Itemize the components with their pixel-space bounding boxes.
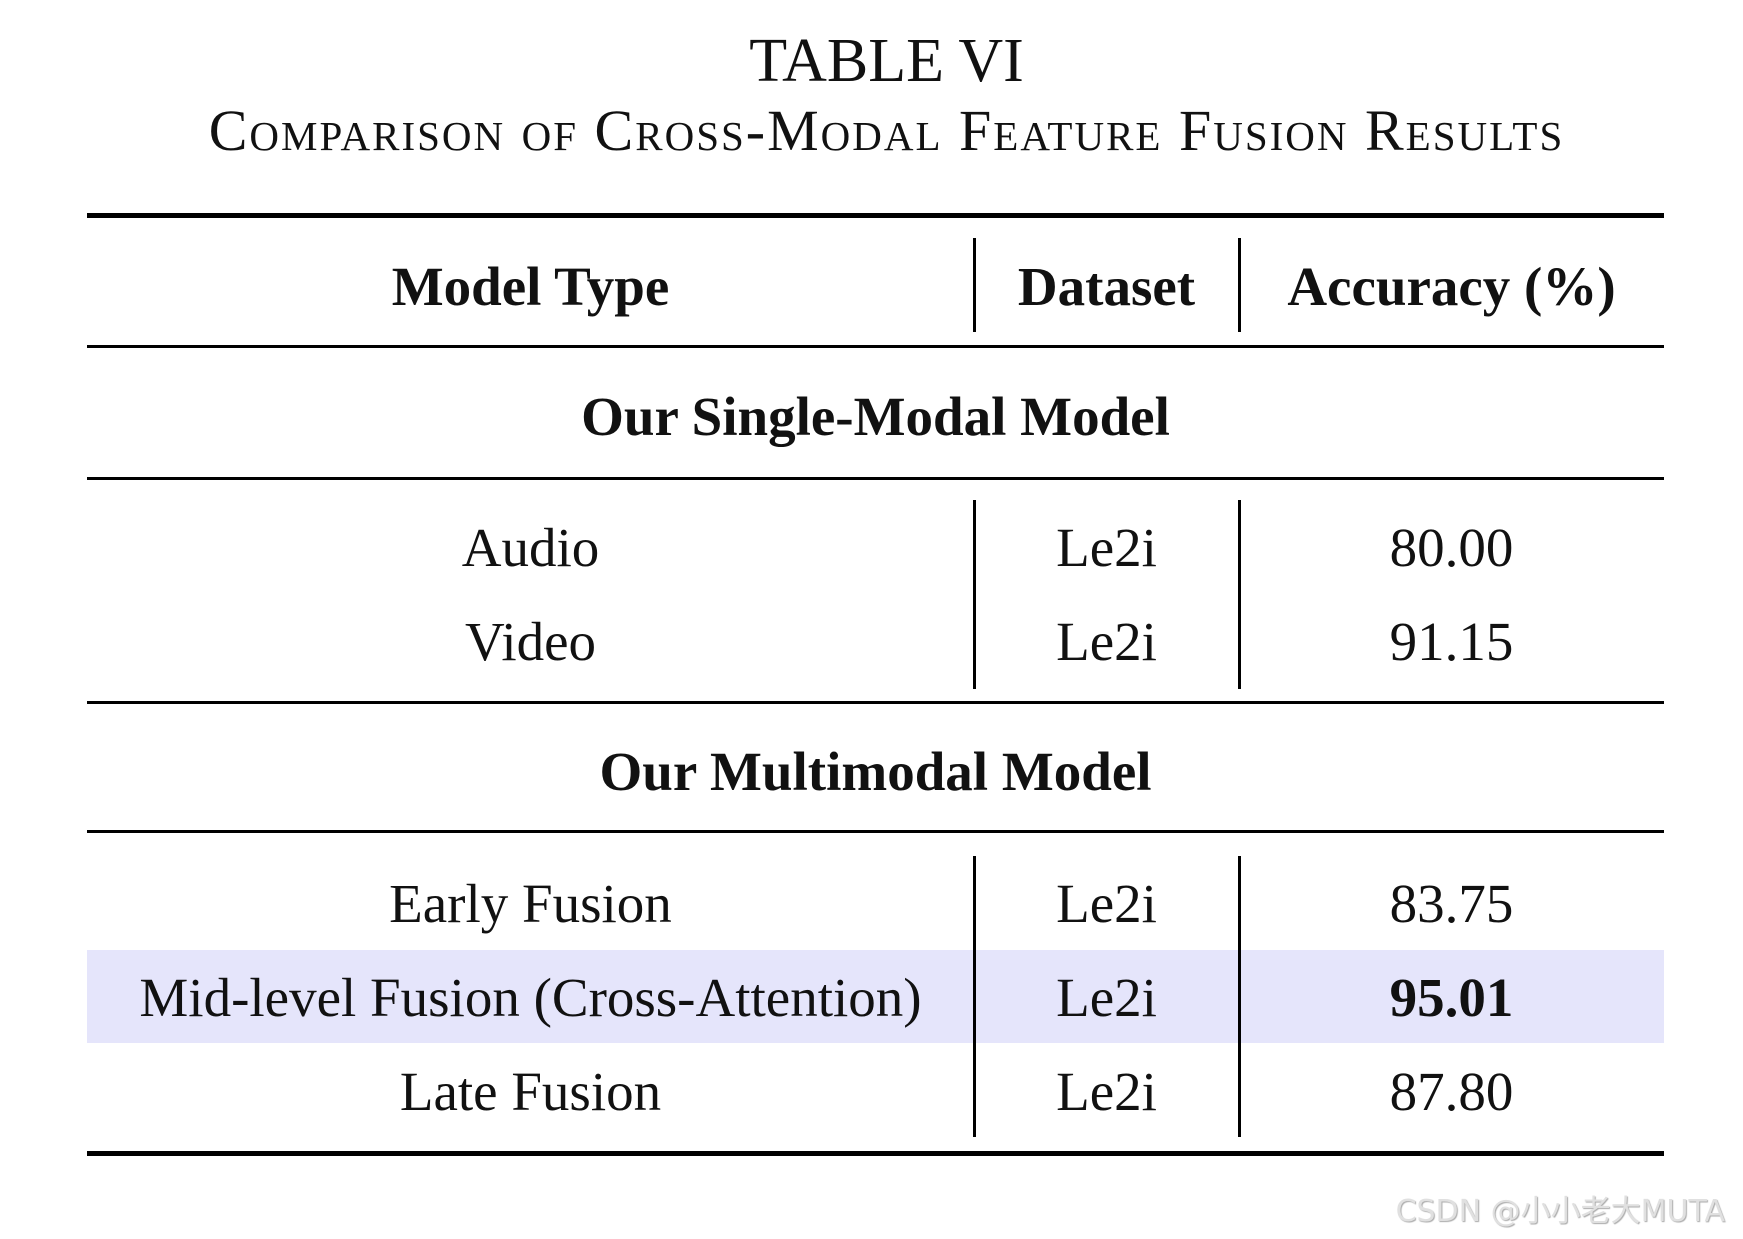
header-accuracy: Accuracy (%) <box>1287 256 1616 317</box>
section-title: Our Multimodal Model <box>599 741 1152 802</box>
row-dataset: Le2i <box>1056 967 1157 1028</box>
row-accuracy: 91.15 <box>1389 611 1514 672</box>
column-divider <box>973 238 976 332</box>
row-dataset: Le2i <box>1056 517 1157 578</box>
column-divider <box>1238 238 1241 332</box>
top-rule <box>87 213 1664 218</box>
header-dataset: Dataset <box>1017 256 1196 317</box>
header-rule <box>87 345 1664 348</box>
section-title: Our Single-Modal Model <box>581 386 1170 447</box>
column-divider <box>1238 500 1241 689</box>
section-rule <box>87 477 1664 480</box>
row-dataset: Le2i <box>1056 873 1157 934</box>
row-accuracy-best: 95.01 <box>1389 967 1514 1028</box>
column-divider <box>1238 856 1241 1137</box>
highlighted-row-background <box>87 950 1664 1043</box>
table-title: Comparison of Cross-Modal Feature Fusion… <box>208 98 1565 163</box>
row-accuracy: 80.00 <box>1389 517 1514 578</box>
section-rule <box>87 830 1664 833</box>
section-rule <box>87 701 1664 704</box>
row-accuracy: 87.80 <box>1389 1061 1514 1122</box>
row-dataset: Le2i <box>1056 611 1157 672</box>
header-model-type: Model Type <box>391 256 670 317</box>
row-model: Mid-level Fusion (Cross-Attention) <box>139 967 922 1028</box>
column-divider <box>973 856 976 1137</box>
column-divider <box>973 500 976 689</box>
watermark: CSDN @小小老大MUTA <box>1395 1194 1725 1229</box>
bottom-rule <box>87 1151 1664 1156</box>
row-model: Audio <box>461 517 600 578</box>
row-model: Late Fusion <box>399 1061 662 1122</box>
table-label: TABLE VI <box>749 27 1024 95</box>
row-dataset: Le2i <box>1056 1061 1157 1122</box>
row-model: Video <box>464 611 597 672</box>
row-accuracy: 83.75 <box>1389 873 1514 934</box>
row-model: Early Fusion <box>389 873 672 934</box>
